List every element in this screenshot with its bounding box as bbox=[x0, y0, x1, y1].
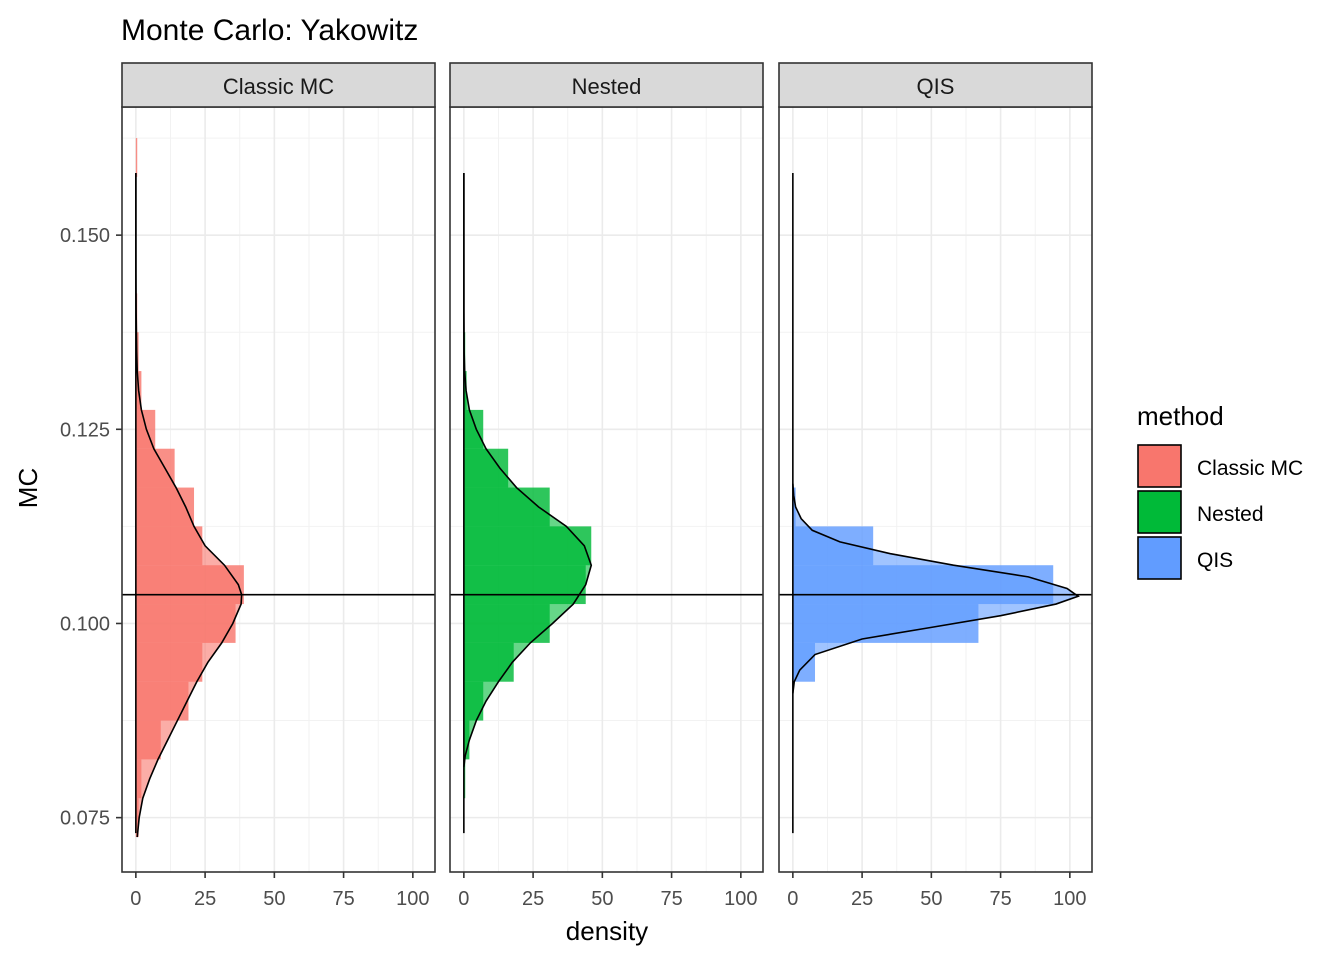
x-tick-label: 100 bbox=[396, 888, 429, 910]
facet-strip bbox=[121, 62, 436, 108]
density-line bbox=[463, 173, 593, 768]
density-line bbox=[792, 483, 1080, 694]
legend-label: QIS bbox=[1197, 549, 1233, 572]
x-tick-label: 0 bbox=[458, 888, 469, 910]
legend-key bbox=[1137, 536, 1182, 580]
legend-title: method bbox=[1137, 401, 1224, 431]
density-area bbox=[135, 173, 242, 838]
x-tick-label: 75 bbox=[660, 888, 682, 910]
facet-panel-nested: Nested 0 25 50 75 100 bbox=[449, 62, 764, 910]
x-tick-label: 25 bbox=[194, 888, 216, 910]
x-tick-label: 75 bbox=[332, 888, 354, 910]
x-tick-label: 100 bbox=[724, 888, 757, 910]
facet-strip-label: Classic MC bbox=[223, 74, 334, 99]
x-tick-label: 50 bbox=[920, 888, 942, 910]
density-area bbox=[792, 483, 1079, 694]
facet-panels: Classic MC 0 25 50 75 100 Nested 0 25 50 75 100 QIS 0… bbox=[121, 62, 1093, 910]
x-tick-label: 25 bbox=[522, 888, 544, 910]
x-tick-label: 75 bbox=[989, 888, 1011, 910]
x-axis-title: density bbox=[566, 916, 648, 946]
x-tick-label: 50 bbox=[263, 888, 285, 910]
density-line bbox=[135, 173, 243, 838]
y-tick-label: 0.100 bbox=[60, 613, 110, 635]
y-tick-label: 0.075 bbox=[60, 808, 110, 830]
x-tick-label: 100 bbox=[1053, 888, 1086, 910]
x-tick-label: 0 bbox=[130, 888, 141, 910]
legend-label: Classic MC bbox=[1197, 457, 1303, 480]
histogram-bar bbox=[135, 138, 138, 177]
chart-title: Monte Carlo: Yakowitz bbox=[121, 14, 418, 47]
legend-key bbox=[1137, 490, 1182, 534]
y-axis: 0.075 0.100 0.125 0.150 bbox=[60, 225, 122, 830]
facet-strip-label: QIS bbox=[917, 74, 955, 99]
y-tick-label: 0.125 bbox=[60, 419, 110, 441]
panel-background bbox=[779, 107, 1092, 872]
legend-label: Nested bbox=[1197, 503, 1264, 526]
facet-strip bbox=[778, 62, 1093, 108]
facet-panel-classic-mc: Classic MC 0 25 50 75 100 bbox=[121, 62, 436, 910]
legend-key bbox=[1137, 444, 1182, 488]
x-tick-label: 25 bbox=[851, 888, 873, 910]
legend: method Classic MC Nested QIS bbox=[1137, 401, 1303, 580]
density-area bbox=[463, 173, 592, 768]
facet-panel-qis: QIS 0 25 50 75 100 bbox=[778, 62, 1093, 910]
y-tick-label: 0.150 bbox=[60, 225, 110, 247]
facet-strip bbox=[449, 62, 764, 108]
y-axis-title: MC bbox=[13, 468, 43, 508]
x-tick-label: 0 bbox=[787, 888, 798, 910]
x-tick-label: 50 bbox=[591, 888, 613, 910]
facet-strip-label: Nested bbox=[572, 74, 642, 99]
